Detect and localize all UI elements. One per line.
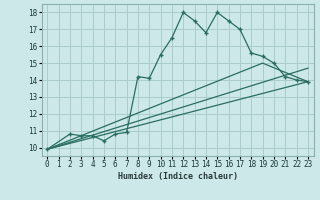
X-axis label: Humidex (Indice chaleur): Humidex (Indice chaleur): [118, 172, 237, 181]
